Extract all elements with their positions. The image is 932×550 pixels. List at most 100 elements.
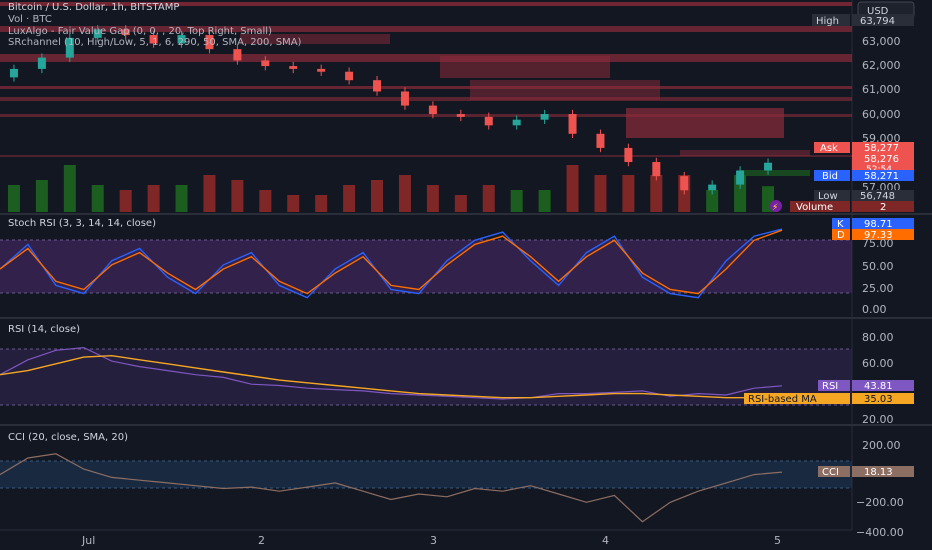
volume-value-box xyxy=(852,201,914,212)
rsi-label-box xyxy=(818,380,850,391)
candle-body xyxy=(149,35,158,44)
rsi-tick: 80.00 xyxy=(862,331,894,344)
volume-bar xyxy=(454,195,467,212)
last-price-box xyxy=(852,153,914,175)
ask-label-box xyxy=(814,142,850,153)
low-value: 56,748 xyxy=(860,191,895,202)
cci-label: CCI xyxy=(822,467,839,478)
volume-bar xyxy=(426,185,439,212)
last-price-value: 58,276 xyxy=(864,154,899,165)
volume-bar xyxy=(398,175,411,212)
k-label: K xyxy=(837,219,844,230)
price-tick: 60,000 xyxy=(862,108,901,121)
candle-body xyxy=(121,29,130,36)
volume-bar xyxy=(566,165,579,212)
candle-body xyxy=(400,91,409,106)
candle-body xyxy=(652,162,661,177)
candle-body xyxy=(345,71,354,81)
high-value-box xyxy=(852,14,914,26)
rsi-ma-line xyxy=(0,354,782,399)
candle-body xyxy=(540,114,549,120)
rsi-ma-value: 35.03 xyxy=(864,394,893,405)
chart-title: Bitcoin / U.S. Dollar, 1h, BITSTAMP xyxy=(8,2,179,13)
candle-body xyxy=(456,114,465,117)
volume-bar xyxy=(35,180,48,212)
volume-bar xyxy=(63,165,76,212)
volume-bar xyxy=(203,175,216,212)
cci-value: 18.13 xyxy=(864,467,893,478)
low-value-box xyxy=(852,190,914,201)
indicator-sr-label[interactable]: SRchannel (10, High/Low, 5, 1, 6, 290, 5… xyxy=(8,37,302,48)
cci-tick: −400.00 xyxy=(856,526,904,539)
x-tick: 3 xyxy=(430,534,437,547)
price-tick: 62,000 xyxy=(862,59,901,72)
volume-bar xyxy=(482,185,495,212)
volume-bar xyxy=(622,175,635,212)
rsi-ma-label-box xyxy=(744,393,850,404)
price-axis-area xyxy=(852,0,932,550)
cci-value-box xyxy=(852,466,914,477)
volume-bar xyxy=(7,185,20,212)
candle-body xyxy=(177,35,186,44)
candle-body xyxy=(9,68,18,78)
candle-body xyxy=(261,60,270,67)
high-label-box xyxy=(812,14,850,26)
x-tick: 4 xyxy=(602,534,609,547)
volume-bar xyxy=(538,190,551,212)
ask-value: 58,277 xyxy=(864,143,899,154)
volume-bar xyxy=(343,185,356,212)
rsi-ma-label: RSI-based MA xyxy=(748,394,817,405)
stoch-tick: 75.00 xyxy=(862,237,894,250)
stoch-title[interactable]: Stoch RSI (3, 3, 14, 14, close) xyxy=(8,218,156,229)
high-label: High xyxy=(816,16,839,27)
stoch-tick: 50.00 xyxy=(862,260,894,273)
candle-body xyxy=(93,29,102,38)
volume-bar xyxy=(650,175,663,212)
rsi-tick: 20.00 xyxy=(862,413,894,426)
d-label-box xyxy=(832,229,850,240)
stoch-tick: 25.00 xyxy=(862,282,894,295)
candle-body xyxy=(680,176,689,191)
volume-label-box xyxy=(790,201,850,212)
high-value: 63,794 xyxy=(860,16,895,27)
cci-title[interactable]: CCI (20, close, SMA, 20) xyxy=(8,432,128,443)
cci-line xyxy=(0,453,783,523)
rsi-title[interactable]: RSI (14, close) xyxy=(8,324,80,335)
x-tick: Jul xyxy=(81,534,95,547)
price-candles xyxy=(9,25,773,195)
candle-body xyxy=(65,37,74,58)
rsi-tick: 60.00 xyxy=(862,357,894,370)
rsi-ma-value-box xyxy=(852,393,914,404)
currency-button-label: USD xyxy=(867,6,889,17)
candle-body xyxy=(512,119,521,126)
indicator-fvg-label[interactable]: LuxAlgo - Fair Value Gap (0, 0, , 20, To… xyxy=(8,26,272,37)
candle-body xyxy=(736,170,745,185)
volume-bar xyxy=(706,190,719,212)
volume-bars xyxy=(7,165,775,212)
d-label: D xyxy=(837,230,845,241)
k-value-box xyxy=(852,218,914,229)
low-label-box xyxy=(814,190,850,201)
volume-bar xyxy=(371,180,384,212)
price-tick: 59,000 xyxy=(862,132,901,145)
cci-label-box xyxy=(818,466,850,477)
volume-bar xyxy=(510,190,523,212)
candle-body xyxy=(233,49,242,61)
candle-body xyxy=(289,66,298,69)
rsi-label: RSI xyxy=(822,381,838,392)
sr-channel-zones xyxy=(0,2,852,176)
d-value: 97.33 xyxy=(864,230,893,241)
candle-body xyxy=(37,57,46,69)
volume-bar xyxy=(147,185,160,212)
bid-label: Bid xyxy=(822,171,838,182)
bid-value: 58,271 xyxy=(864,171,899,182)
bid-value-box xyxy=(852,170,914,181)
cci-band xyxy=(0,461,852,488)
volume-bar xyxy=(287,195,300,212)
candle-body xyxy=(624,147,633,163)
lightning-icon[interactable] xyxy=(770,200,782,212)
rsi-value: 43.81 xyxy=(864,381,893,392)
candle-body xyxy=(568,114,577,134)
volume-bar xyxy=(259,190,272,212)
